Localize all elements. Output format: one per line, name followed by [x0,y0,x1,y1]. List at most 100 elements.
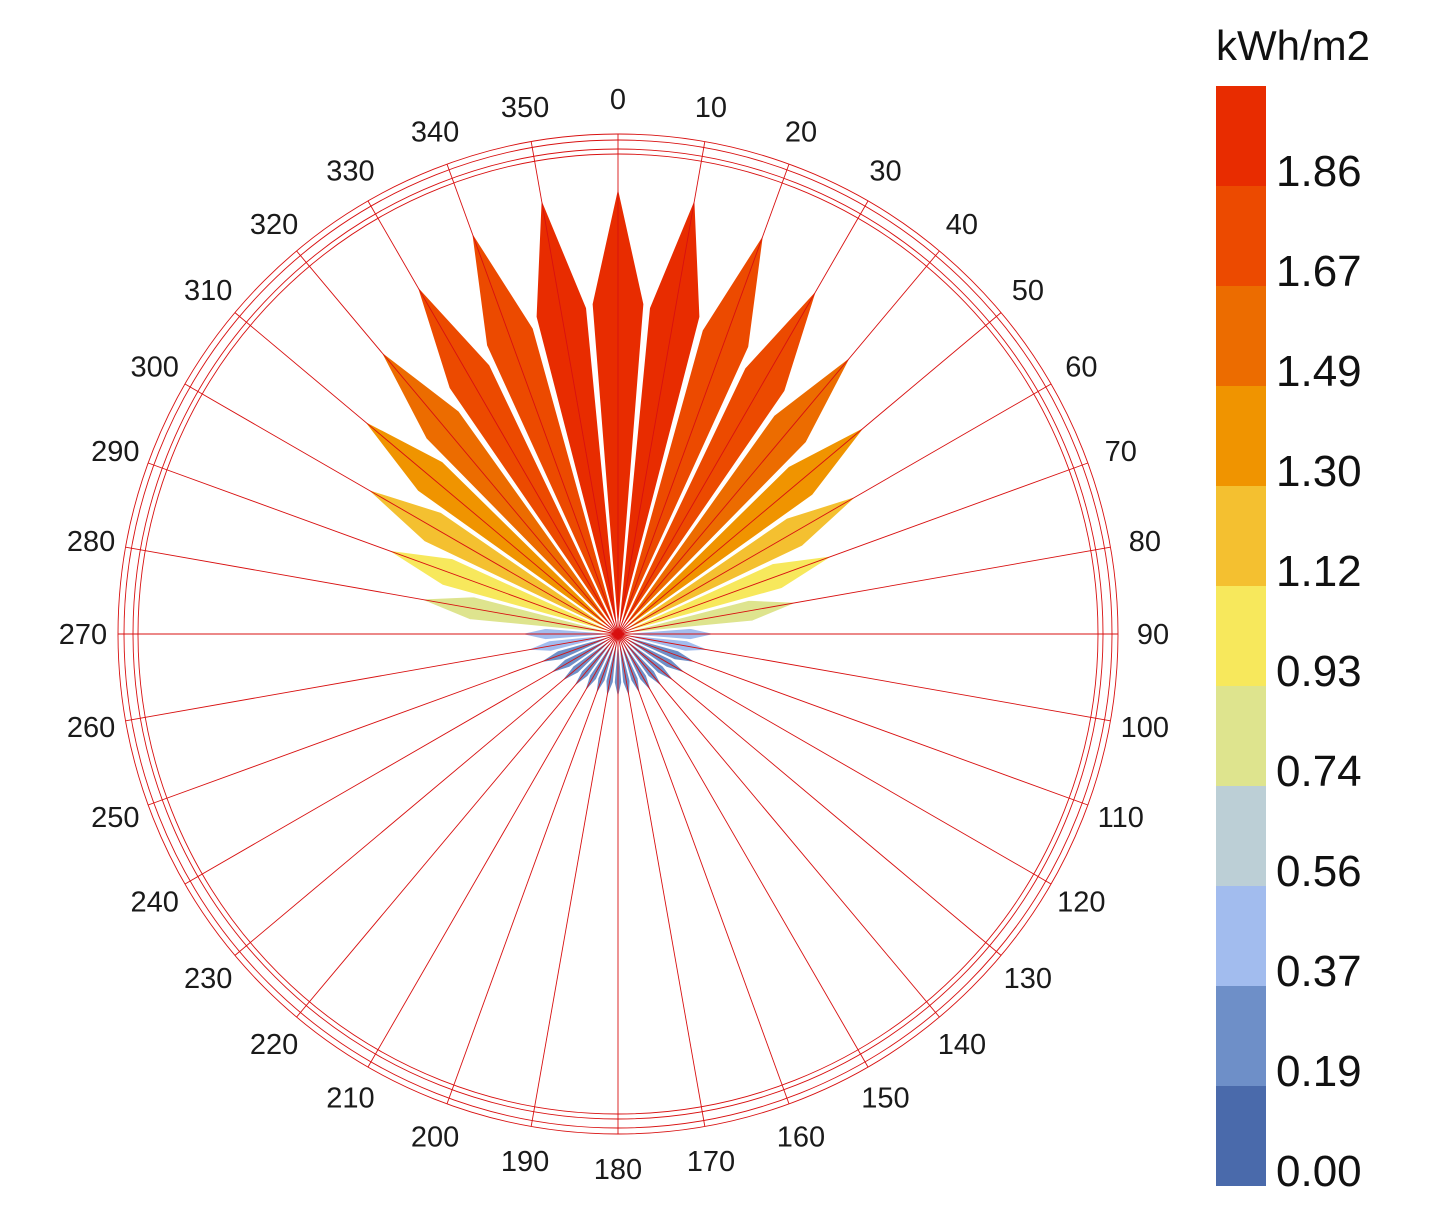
angle-labels: 0 10 20 30 40 50 60 70 80 90 100 110 120 130 140 150 160… [59,84,1169,1186]
legend-tick-10: 0.00 [1276,1147,1362,1196]
angle-label-320: 320 [250,209,298,241]
spoke-10 [617,141,706,635]
spoke-250 [147,633,619,806]
spoke-120 [617,633,1052,885]
angle-label-220: 220 [250,1029,298,1061]
spoke-130 [617,633,1002,956]
angle-label-170: 170 [687,1146,735,1178]
grid-circle-1 [132,148,1104,1120]
spoke-340 [446,163,619,635]
legend-tick-6: 0.74 [1276,747,1362,796]
angle-label-240: 240 [130,887,178,919]
angle-label-110: 110 [1098,802,1144,834]
center-marker [613,629,623,639]
spoke-150 [617,633,869,1068]
spoke-30 [617,200,869,635]
legend-swatch-1 [1216,186,1266,286]
angle-label-190: 190 [501,1146,549,1178]
spoke-260 [125,633,619,722]
spoke-220 [296,633,619,1018]
legend-swatch-4 [1216,486,1266,586]
angle-label-350: 350 [501,92,549,124]
angle-label-300: 300 [130,352,178,384]
spoke-110 [617,633,1089,806]
angle-label-290: 290 [91,436,139,468]
grid-circle-2 [123,139,1113,1129]
spoke-60 [617,383,1052,635]
polar-grid [117,133,1119,1135]
spoke-300 [184,383,619,635]
legend-swatch-10 [1216,1086,1266,1186]
legend-tick-4: 1.12 [1276,547,1362,596]
angle-label-260: 260 [67,712,115,744]
spoke-350 [530,141,619,635]
legend-swatch-6 [1216,686,1266,786]
spoke-310 [234,312,619,635]
spoke-160 [617,633,790,1105]
legend-swatch-9 [1216,986,1266,1086]
angle-label-340: 340 [411,116,459,148]
spoke-80 [617,546,1111,635]
legend-tick-5: 0.93 [1276,647,1362,696]
legend-swatch-3 [1216,386,1266,486]
angle-label-210: 210 [326,1082,374,1114]
legend-tick-0: 1.86 [1276,147,1362,196]
color-legend: kWh/m2 1.86 1.67 1.49 1.30 1.12 0.93 0.74 0.56 0… [1216,22,1370,1196]
legend-tick-7: 0.56 [1276,847,1362,896]
legend-tick-3: 1.30 [1276,447,1362,496]
spoke-200 [446,633,619,1105]
legend-swatch-2 [1216,286,1266,386]
angle-label-30: 30 [869,156,901,188]
angle-label-120: 120 [1057,887,1105,919]
angle-label-130: 130 [1004,963,1052,995]
spoke-290 [147,462,619,635]
angle-label-0: 0 [610,84,626,116]
sector-layer [362,186,867,700]
spoke-40 [617,250,940,635]
angle-label-280: 280 [67,526,115,558]
spoke-100 [617,633,1111,722]
angle-label-10: 10 [695,92,727,124]
angle-label-100: 100 [1121,712,1169,744]
angle-label-250: 250 [91,802,139,834]
spoke-230 [234,633,619,956]
legend-tick-1: 1.67 [1276,247,1362,296]
angle-label-50: 50 [1012,275,1044,307]
angle-label-330: 330 [326,156,374,188]
angle-label-150: 150 [861,1082,909,1114]
angle-label-90: 90 [1137,619,1169,651]
legend-swatch-0 [1216,86,1266,186]
spoke-140 [617,633,940,1018]
legend-swatch-8 [1216,886,1266,986]
spoke-190 [530,633,619,1127]
angle-label-60: 60 [1065,352,1097,384]
spoke-70 [617,462,1089,635]
angle-label-40: 40 [946,209,978,241]
legend-title: kWh/m2 [1216,22,1370,69]
legend-tick-2: 1.49 [1276,347,1362,396]
legend-swatch-5 [1216,586,1266,686]
legend-tick-9: 0.19 [1276,1047,1362,1096]
legend-tick-8: 0.37 [1276,947,1362,996]
angle-label-160: 160 [777,1122,825,1154]
grid-circle-0 [137,153,1099,1115]
spoke-330 [367,200,619,635]
spoke-280 [125,546,619,635]
angle-label-180: 180 [594,1154,642,1186]
spoke-240 [184,633,619,885]
legend-swatch-7 [1216,786,1266,886]
angle-label-140: 140 [938,1029,986,1061]
angle-label-80: 80 [1129,526,1161,558]
angle-label-70: 70 [1105,436,1137,468]
angle-label-310: 310 [184,275,232,307]
grid-circle-3 [117,133,1119,1135]
angle-label-230: 230 [184,963,232,995]
angle-label-270: 270 [59,619,107,651]
spoke-320 [296,250,619,635]
spoke-210 [367,633,619,1068]
spoke-50 [617,312,1002,635]
angle-label-20: 20 [785,116,817,148]
spoke-20 [617,163,790,635]
spoke-170 [617,633,706,1127]
